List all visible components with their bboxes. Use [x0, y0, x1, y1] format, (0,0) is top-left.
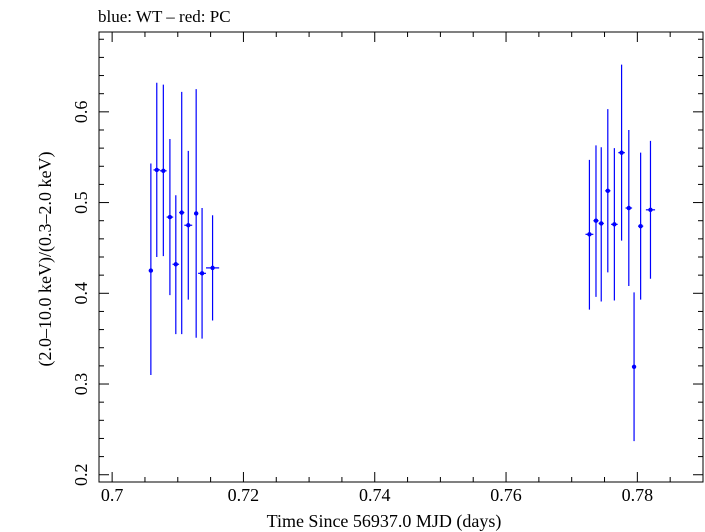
data-point — [166, 139, 174, 296]
x-tick-label: 0.76 — [490, 485, 522, 505]
x-tick-label: 0.74 — [359, 485, 391, 505]
data-point — [638, 152, 644, 300]
data-point — [631, 292, 637, 442]
data-point — [153, 82, 161, 257]
axis-ticks — [99, 32, 704, 482]
point-marker — [167, 214, 173, 220]
tick-labels: 0.7 0.72 0.74 0.76 0.78 0.2 0.3 0.4 0.5 0.6 — [71, 101, 653, 505]
point-marker — [626, 205, 632, 211]
data-point — [206, 215, 220, 321]
point-marker — [199, 271, 205, 276]
point-marker — [631, 364, 637, 369]
data-point — [645, 140, 656, 279]
data-point — [625, 129, 633, 287]
x-tick-label: 0.78 — [622, 485, 654, 505]
x-tick-label: 0.72 — [228, 485, 260, 505]
point-marker — [605, 188, 611, 193]
plot-frame — [98, 31, 704, 483]
chart-title: blue: WT – red: PC — [98, 7, 231, 26]
point-marker — [193, 211, 199, 216]
data-point — [618, 64, 625, 241]
point-marker — [638, 223, 643, 229]
data-point — [611, 148, 618, 301]
point-marker — [648, 207, 653, 213]
point-marker — [587, 232, 592, 237]
point-marker — [210, 265, 215, 271]
data-points — [148, 64, 656, 442]
point-marker — [619, 150, 624, 155]
point-marker — [599, 221, 604, 226]
y-tick-label: 0.5 — [71, 191, 91, 214]
y-axis-label: (2.0–10.0 keV)/(0.3–2.0 keV) — [35, 152, 56, 367]
data-point — [179, 91, 185, 335]
data-point — [198, 208, 207, 339]
y-tick-label: 0.4 — [71, 282, 91, 305]
point-marker — [154, 167, 159, 173]
data-point — [184, 150, 193, 300]
point-marker — [186, 223, 191, 228]
x-axis-label: Time Since 56937.0 MJD (days) — [267, 511, 502, 532]
data-point — [160, 84, 167, 257]
point-marker — [612, 222, 617, 227]
data-point — [193, 89, 199, 338]
point-marker — [173, 262, 179, 267]
point-marker — [593, 218, 599, 223]
data-point — [605, 109, 611, 273]
point-marker — [179, 210, 184, 215]
point-marker — [148, 268, 154, 273]
x-tick-label: 0.7 — [101, 485, 124, 505]
y-tick-label: 0.6 — [71, 101, 91, 124]
data-point — [172, 195, 180, 335]
data-point — [598, 147, 604, 302]
point-marker — [161, 168, 166, 174]
data-point — [585, 159, 594, 310]
data-point — [148, 163, 154, 375]
y-tick-label: 0.3 — [71, 373, 91, 396]
y-tick-label: 0.2 — [71, 463, 91, 486]
data-point — [593, 145, 599, 297]
